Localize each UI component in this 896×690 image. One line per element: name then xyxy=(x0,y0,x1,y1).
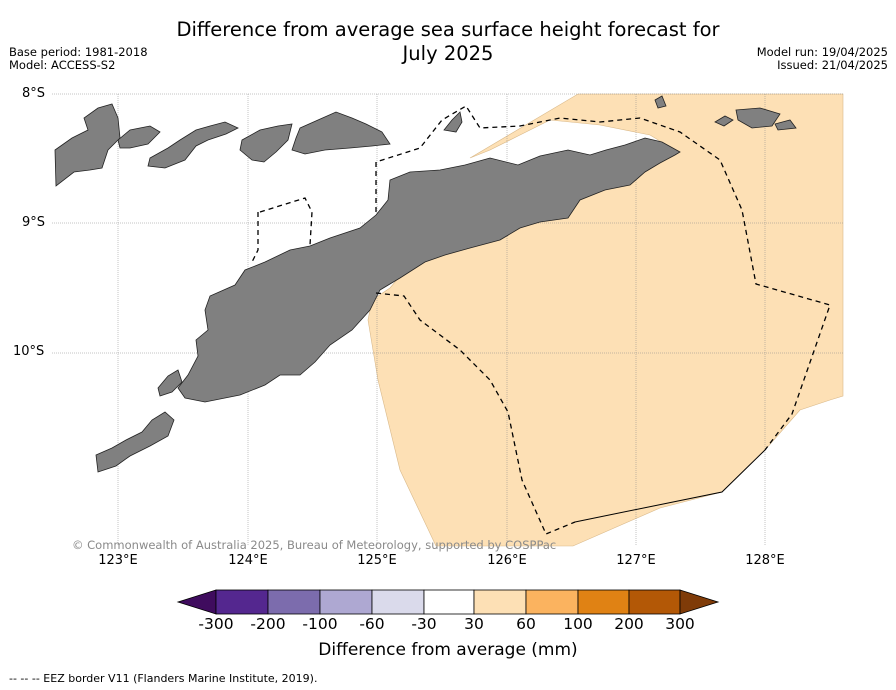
title-line-2: July 2025 xyxy=(402,42,494,65)
meta-left: Base period: 1981-2018 Model: ACCESS-S2 xyxy=(9,46,148,72)
colorbar xyxy=(176,589,720,615)
colorbar-tick: 300 xyxy=(665,615,695,633)
small-island-d xyxy=(774,119,797,131)
lembata-island xyxy=(147,121,239,169)
colorbar-bin-9 xyxy=(628,589,681,615)
eez-border-solid xyxy=(574,449,766,523)
lon-label-124e: 124°E xyxy=(228,553,268,568)
base-period: Base period: 1981-2018 xyxy=(9,45,148,59)
lon-label-128e: 128°E xyxy=(745,553,785,568)
colorbar-bin-8 xyxy=(577,589,630,615)
colorbar-tick: -100 xyxy=(302,615,338,633)
lat-label-10s: 10°S xyxy=(13,344,45,359)
eez-border xyxy=(251,105,831,535)
colorbar-bin-3 xyxy=(319,589,373,615)
colorbar-bin-5 xyxy=(423,589,475,615)
colorbar-tick: -60 xyxy=(359,615,385,633)
title-line-1: Difference from average sea surface heig… xyxy=(176,18,720,41)
issued-date: Issued: 21/04/2025 xyxy=(777,58,888,72)
colorbar-tick: -30 xyxy=(411,615,437,633)
model-run: Model run: 19/04/2025 xyxy=(756,45,888,59)
small-island-c xyxy=(735,107,781,129)
colorbar-tick: -200 xyxy=(250,615,286,633)
model-name: Model: ACCESS-S2 xyxy=(9,58,116,72)
colorbar-bin-7 xyxy=(525,589,579,615)
copyright-notice: © Commonwealth of Australia 2025, Bureau… xyxy=(72,538,557,552)
small-island-a xyxy=(654,95,667,109)
lon-label-125e: 125°E xyxy=(357,553,397,568)
lat-label-9s: 9°S xyxy=(22,215,46,230)
colorbar-bin-6 xyxy=(473,589,527,615)
colorbar-label: Difference from average (mm) xyxy=(318,640,578,660)
colorbar-tick: 30 xyxy=(464,615,484,633)
adonara-island xyxy=(117,125,161,149)
colorbar-tick: 100 xyxy=(563,615,593,633)
lon-label-123e: 123°E xyxy=(98,553,138,568)
colorbar-tick: 200 xyxy=(614,615,644,633)
sawu-island xyxy=(95,411,175,473)
flores-east xyxy=(54,103,121,187)
lat-label-8s: 8°S xyxy=(22,86,46,101)
colorbar-tick: -300 xyxy=(198,615,234,633)
map-title: Difference from average sea surface heig… xyxy=(0,18,896,66)
timor-island xyxy=(177,137,681,403)
alor-island xyxy=(291,111,391,155)
colorbar-bin-1 xyxy=(215,589,269,615)
colorbar-bin-4 xyxy=(371,589,425,615)
colorbar-extend-high xyxy=(679,589,720,615)
wetar-small-1 xyxy=(443,111,463,133)
lon-label-127e: 127°E xyxy=(616,553,656,568)
rote-island xyxy=(157,369,183,397)
eez-legend-footer: -- -- -- EEZ border V11 (Flanders Marine… xyxy=(9,672,318,685)
colorbar-bin-2 xyxy=(267,589,321,615)
meta-right: Model run: 19/04/2025 Issued: 21/04/2025 xyxy=(757,46,888,72)
colorbar-extend-low xyxy=(176,589,217,615)
pantar-island xyxy=(239,123,293,163)
lon-label-126e: 126°E xyxy=(487,553,527,568)
small-island-b xyxy=(714,115,734,127)
colorbar-tick: 60 xyxy=(516,615,536,633)
